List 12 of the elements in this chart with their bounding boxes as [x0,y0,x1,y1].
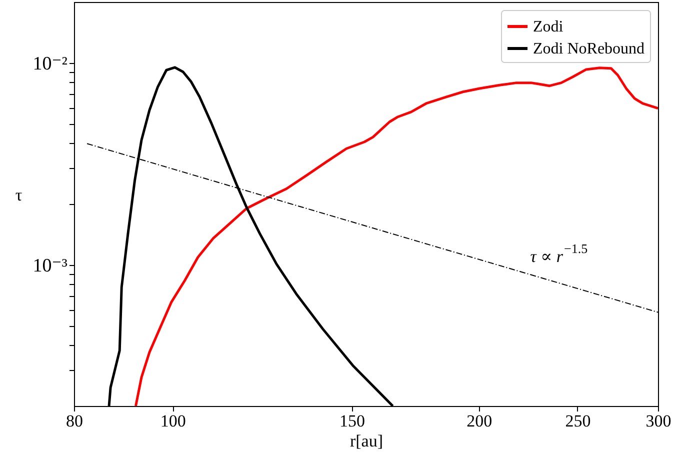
legend-label: Zodi NoRebound [533,40,645,58]
y-axis-title: τ [15,186,22,204]
y-tick-label: 10⁻³ [32,255,68,276]
x-tick-label: 80 [66,412,83,430]
x-tick-label: 250 [565,412,591,430]
x-tick-label: 200 [466,412,492,430]
y-tick-label: 10⁻² [32,53,68,74]
x-tick-label: 150 [339,412,365,430]
x-axis-title: r[au] [350,432,384,450]
x-tick-label: 300 [646,412,672,430]
x-tick-label: 100 [160,412,186,430]
legend-label: Zodi [533,18,564,36]
